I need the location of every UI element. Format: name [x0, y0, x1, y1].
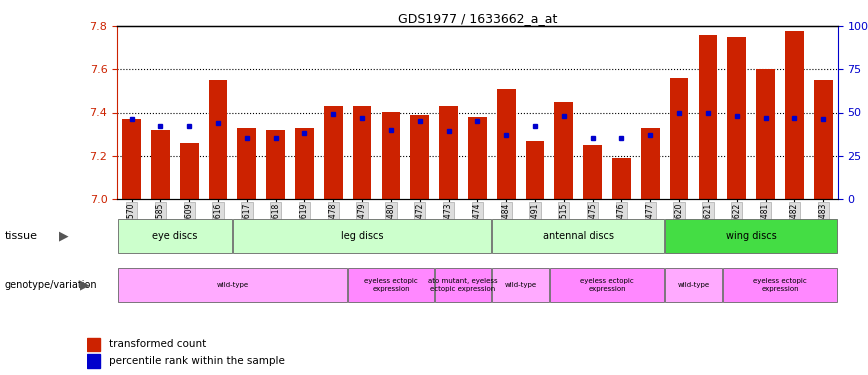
Text: eye discs: eye discs	[152, 231, 198, 241]
Text: eyeless ectopic
expression: eyeless ectopic expression	[364, 279, 418, 291]
Bar	[727, 37, 746, 199]
Bar	[555, 102, 573, 199]
Text: wild-type: wild-type	[216, 282, 248, 288]
Bar	[382, 112, 400, 199]
FancyBboxPatch shape	[550, 268, 664, 302]
Bar	[641, 128, 660, 199]
Bar	[670, 78, 688, 199]
Text: ▶: ▶	[59, 230, 69, 243]
Bar	[785, 30, 804, 199]
Text: ▶: ▶	[80, 279, 89, 291]
Text: leg discs: leg discs	[341, 231, 384, 241]
FancyBboxPatch shape	[233, 219, 491, 253]
Text: ato mutant, eyeless
ectopic expression: ato mutant, eyeless ectopic expression	[428, 279, 498, 291]
Text: wing discs: wing discs	[726, 231, 777, 241]
Bar	[208, 80, 227, 199]
Text: wild-type: wild-type	[677, 282, 710, 288]
Bar	[814, 80, 832, 199]
FancyBboxPatch shape	[118, 268, 347, 302]
Bar	[122, 119, 141, 199]
Text: transformed count: transformed count	[108, 339, 206, 349]
Bar	[238, 128, 256, 199]
Text: eyeless ectopic
expression: eyeless ectopic expression	[753, 279, 807, 291]
FancyBboxPatch shape	[492, 219, 664, 253]
Bar	[180, 143, 199, 199]
Text: eyeless ectopic
expression: eyeless ectopic expression	[580, 279, 634, 291]
Text: tissue: tissue	[4, 231, 37, 241]
Bar	[352, 106, 372, 199]
Bar	[583, 145, 602, 199]
FancyBboxPatch shape	[665, 268, 722, 302]
Bar	[324, 106, 343, 199]
Text: percentile rank within the sample: percentile rank within the sample	[108, 356, 285, 366]
Bar	[87, 354, 100, 368]
Text: wild-type: wild-type	[504, 282, 536, 288]
Bar	[87, 338, 100, 351]
Bar	[411, 115, 429, 199]
Bar	[151, 130, 170, 199]
Bar	[468, 117, 487, 199]
Bar	[295, 128, 314, 199]
Title: GDS1977 / 1633662_a_at: GDS1977 / 1633662_a_at	[398, 12, 557, 25]
Text: genotype/variation: genotype/variation	[4, 280, 97, 290]
Bar	[526, 141, 544, 199]
FancyBboxPatch shape	[435, 268, 491, 302]
Text: antennal discs: antennal discs	[542, 231, 614, 241]
Bar	[612, 158, 631, 199]
FancyBboxPatch shape	[723, 268, 837, 302]
FancyBboxPatch shape	[118, 219, 232, 253]
Bar	[266, 130, 285, 199]
FancyBboxPatch shape	[492, 268, 549, 302]
FancyBboxPatch shape	[348, 268, 434, 302]
Bar	[699, 35, 717, 199]
Bar	[756, 69, 775, 199]
Bar	[496, 89, 516, 199]
FancyBboxPatch shape	[665, 219, 837, 253]
Bar	[439, 106, 458, 199]
